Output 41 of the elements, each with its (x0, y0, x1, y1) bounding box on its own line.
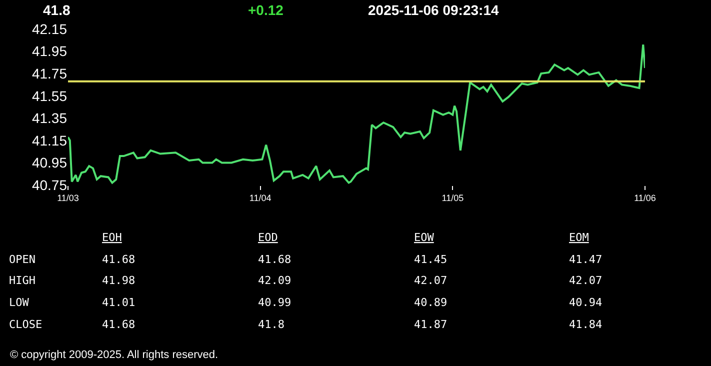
chart-subtitle: +0.12 (248, 2, 284, 18)
x-tick-label: 11/03 (57, 192, 79, 203)
x-tick-label: 11/06 (634, 192, 656, 203)
x-tick-label: EOW (414, 231, 434, 244)
data-label: 41.68 (102, 253, 136, 266)
chart-title: 41.8 (43, 2, 70, 18)
data-label: 40.89 (414, 296, 448, 309)
y-tick-label: CLOSE (9, 318, 42, 331)
y-tick-label: 40.75 (32, 176, 68, 193)
data-label: 41.98 (102, 274, 136, 287)
y-tick-label: HIGH (9, 274, 36, 287)
x-tick-label: EOM (569, 231, 590, 244)
data-label: 40.94 (569, 296, 602, 309)
y-tick-label: 41.35 (32, 110, 68, 126)
y-tick-label: 41.15 (32, 132, 68, 148)
data-label: 41.01 (102, 296, 136, 309)
data-label: 41.68 (258, 253, 292, 266)
data-label: 41.68 (102, 318, 136, 331)
x-tick-label: EOH (102, 231, 122, 244)
y-tick-label: OPEN (9, 253, 36, 266)
x-tick-label: 11/04 (249, 192, 272, 203)
y-tick-label: LOW (9, 296, 30, 309)
data-label: 42.07 (569, 274, 602, 287)
y-tick-label: 41.55 (32, 88, 68, 104)
line-series (68, 44, 645, 184)
y-tick-label: 41.95 (32, 43, 68, 60)
y-tick-label: 42.15 (32, 20, 68, 37)
x-tick-label: 11/05 (442, 192, 464, 203)
y-tick-label: 41.75 (32, 65, 68, 82)
data-label: 41.84 (569, 318, 602, 331)
data-label: 40.99 (258, 296, 292, 309)
data-label: 42.09 (258, 274, 292, 287)
data-label: 41.87 (414, 318, 448, 331)
x-tick-label: EOD (258, 231, 278, 244)
data-label: 41.45 (414, 253, 448, 266)
data-label: 41.8 (258, 318, 284, 331)
text: © copyright 2009-2025. All rights reserved. (10, 349, 218, 361)
y-tick-label: 40.95 (32, 154, 68, 171)
data-label: 42.07 (414, 274, 448, 287)
data-label: 41.47 (569, 253, 602, 266)
text: 2025-11-06 09:23:14 (368, 2, 499, 18)
